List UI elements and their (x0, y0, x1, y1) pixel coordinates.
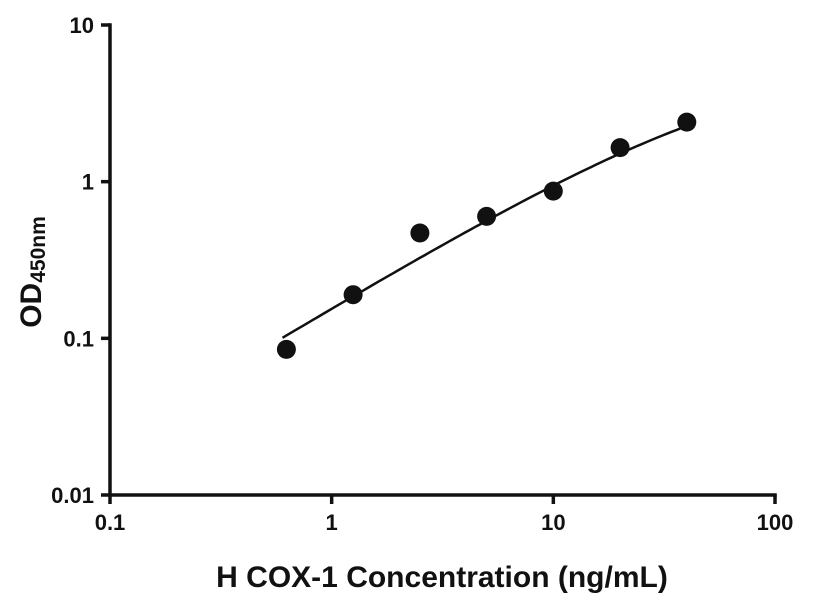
y-axis-title: OD450nm (15, 216, 50, 328)
y-tick-label: 1 (82, 170, 94, 195)
y-tick-label: 10 (70, 13, 94, 38)
y-axis-title-subscript: 450nm (27, 216, 50, 283)
y-axis-title-main: OD (15, 282, 48, 328)
data-point (543, 181, 563, 201)
data-point (343, 285, 363, 305)
data-point (477, 206, 497, 226)
x-tick-label: 10 (541, 510, 565, 535)
axes-spines (108, 23, 777, 497)
x-tick-label: 100 (757, 510, 794, 535)
x-tick-label: 1 (326, 510, 338, 535)
data-point (610, 138, 630, 158)
data-point (677, 112, 697, 132)
x-tick-label: 0.1 (95, 510, 126, 535)
y-tick-label: 0.01 (51, 483, 94, 508)
data-point (410, 223, 430, 243)
y-tick-label: 0.1 (63, 326, 94, 351)
x-axis-title: H COX-1 Concentration (ng/mL) (216, 561, 668, 594)
data-point (276, 339, 296, 359)
fit-curve (281, 124, 688, 339)
